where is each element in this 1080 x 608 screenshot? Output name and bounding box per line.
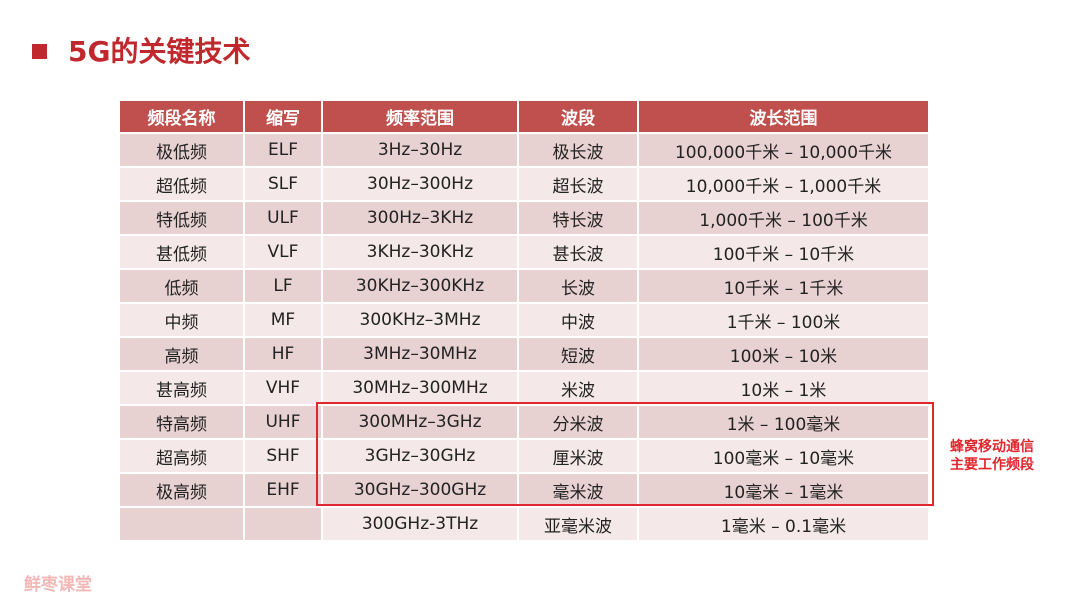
- cell-wave-band: 特长波: [518, 201, 639, 236]
- cell-frequency-range: 3GHz–30GHz: [322, 439, 519, 474]
- watermark-logo: 鲜枣课堂: [24, 575, 92, 595]
- cell-abbreviation: EHF: [244, 473, 323, 508]
- cell-wave-band: 极长波: [518, 133, 639, 168]
- cell-band-name: [120, 507, 245, 542]
- cell-abbreviation: UHF: [244, 405, 323, 440]
- cellular-annotation: 蜂窝移动通信 主要工作频段: [950, 438, 1034, 474]
- table-row: 超高频 SHF 3GHz–30GHz 厘米波 100毫米 – 10毫米: [120, 439, 928, 474]
- cell-band-name: 特低频: [120, 201, 245, 236]
- cell-wavelength-range: 1,000千米 – 100千米: [638, 201, 928, 236]
- cell-frequency-range: 30Hz–300Hz: [322, 167, 519, 202]
- cell-abbreviation: HF: [244, 337, 323, 372]
- header-wave-band: 波段: [518, 101, 639, 134]
- cell-band-name: 超低频: [120, 167, 245, 202]
- cell-band-name: 超高频: [120, 439, 245, 474]
- table-row: 极高频 EHF 30GHz–300GHz 毫米波 10毫米 – 1毫米: [120, 473, 928, 508]
- cell-wave-band: 甚长波: [518, 235, 639, 270]
- cellular-band-highlight: [316, 402, 934, 506]
- cell-wavelength-range: 100,000千米 – 10,000千米: [638, 133, 928, 168]
- cell-wave-band: 中波: [518, 303, 639, 338]
- cell-abbreviation: [244, 507, 323, 542]
- cell-abbreviation: SHF: [244, 439, 323, 474]
- cell-wavelength-range: 10米 – 1米: [638, 371, 928, 406]
- cell-wave-band: 短波: [518, 337, 639, 372]
- cell-band-name: 甚高频: [120, 371, 245, 406]
- table-row: 特低频 ULF 300Hz–3KHz 特长波 1,000千米 – 100千米: [120, 201, 928, 236]
- cell-wavelength-range: 10千米 – 1千米: [638, 269, 928, 304]
- cell-wavelength-range: 100米 – 10米: [638, 337, 928, 372]
- cell-wave-band: 亚毫米波: [518, 507, 639, 542]
- header-wavelength-range: 波长范围: [638, 101, 928, 134]
- cell-abbreviation: SLF: [244, 167, 323, 202]
- cell-wavelength-range: 100千米 – 10千米: [638, 235, 928, 270]
- cell-frequency-range: 300MHz–3GHz: [322, 405, 519, 440]
- header-band-name: 频段名称: [120, 101, 245, 134]
- cell-band-name: 高频: [120, 337, 245, 372]
- title-bullet: [32, 44, 47, 59]
- cell-frequency-range: 3MHz–30MHz: [322, 337, 519, 372]
- cell-abbreviation: ULF: [244, 201, 323, 236]
- cell-wavelength-range: 100毫米 – 10毫米: [638, 439, 928, 474]
- cell-wave-band: 厘米波: [518, 439, 639, 474]
- cell-wave-band: 长波: [518, 269, 639, 304]
- cell-frequency-range: 300KHz–3MHz: [322, 303, 519, 338]
- header-abbreviation: 缩写: [244, 101, 323, 134]
- table-row: 低频 LF 30KHz–300KHz 长波 10千米 – 1千米: [120, 269, 928, 304]
- cell-wavelength-range: 10,000千米 – 1,000千米: [638, 167, 928, 202]
- cell-frequency-range: 300GHz-3THz: [322, 507, 519, 542]
- cell-frequency-range: 30MHz–300MHz: [322, 371, 519, 406]
- cell-wave-band: 米波: [518, 371, 639, 406]
- cell-frequency-range: 30KHz–300KHz: [322, 269, 519, 304]
- cell-wavelength-range: 1千米 – 100米: [638, 303, 928, 338]
- cell-abbreviation: VHF: [244, 371, 323, 406]
- cell-abbreviation: MF: [244, 303, 323, 338]
- cell-wavelength-range: 10毫米 – 1毫米: [638, 473, 928, 508]
- cell-frequency-range: 30GHz–300GHz: [322, 473, 519, 508]
- cell-frequency-range: 300Hz–3KHz: [322, 201, 519, 236]
- cell-wave-band: 分米波: [518, 405, 639, 440]
- table-row: 甚高频 VHF 30MHz–300MHz 米波 10米 – 1米: [120, 371, 928, 406]
- table-row: 极低频 ELF 3Hz–30Hz 极长波 100,000千米 – 10,000千米: [120, 133, 928, 168]
- cell-frequency-range: 3Hz–30Hz: [322, 133, 519, 168]
- cell-abbreviation: ELF: [244, 133, 323, 168]
- page-title: 5G的关键技术: [68, 35, 251, 68]
- cell-abbreviation: VLF: [244, 235, 323, 270]
- cell-wavelength-range: 1毫米 – 0.1毫米: [638, 507, 928, 542]
- table-row: 特高频 UHF 300MHz–3GHz 分米波 1米 – 100毫米: [120, 405, 928, 440]
- frequency-table: 频段名称 缩写 频率范围 波段 波长范围 极低频 ELF 3Hz–30Hz 极长波 10…: [120, 101, 928, 542]
- table-row: 甚低频 VLF 3KHz–30KHz 甚长波 100千米 – 10千米: [120, 235, 928, 270]
- table-header-row: 频段名称 缩写 频率范围 波段 波长范围: [120, 101, 928, 134]
- cell-band-name: 中频: [120, 303, 245, 338]
- cell-band-name: 低频: [120, 269, 245, 304]
- cell-band-name: 极高频: [120, 473, 245, 508]
- cell-wavelength-range: 1米 – 100毫米: [638, 405, 928, 440]
- cell-wave-band: 超长波: [518, 167, 639, 202]
- header-frequency-range: 频率范围: [322, 101, 519, 134]
- cell-frequency-range: 3KHz–30KHz: [322, 235, 519, 270]
- table-row: 超低频 SLF 30Hz–300Hz 超长波 10,000千米 – 1,000千米: [120, 167, 928, 202]
- cell-wave-band: 毫米波: [518, 473, 639, 508]
- annotation-line-2: 主要工作频段: [950, 457, 1034, 473]
- cell-abbreviation: LF: [244, 269, 323, 304]
- table-row: 300GHz-3THz 亚毫米波 1毫米 – 0.1毫米: [120, 507, 928, 542]
- cell-band-name: 极低频: [120, 133, 245, 168]
- table-row: 中频 MF 300KHz–3MHz 中波 1千米 – 100米: [120, 303, 928, 338]
- cell-band-name: 甚低频: [120, 235, 245, 270]
- annotation-line-1: 蜂窝移动通信: [950, 439, 1034, 455]
- cell-band-name: 特高频: [120, 405, 245, 440]
- table-row: 高频 HF 3MHz–30MHz 短波 100米 – 10米: [120, 337, 928, 372]
